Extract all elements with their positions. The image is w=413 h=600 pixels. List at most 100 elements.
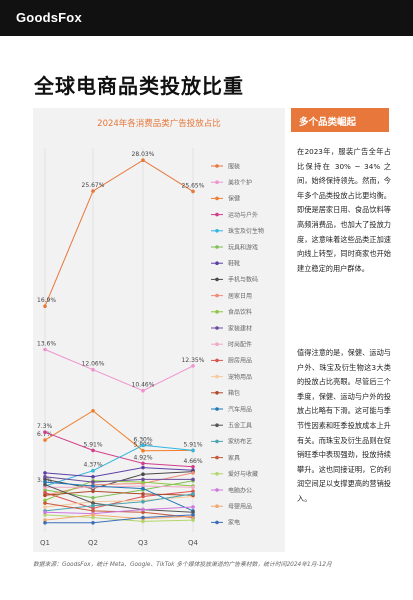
legend-label: 食品饮料	[228, 308, 252, 316]
data-point	[141, 519, 145, 524]
data-point	[43, 480, 47, 484]
data-point	[91, 521, 95, 525]
legend-label: 服装	[228, 162, 240, 170]
data-point	[141, 388, 145, 393]
legend-swatch-dot	[215, 277, 219, 282]
data-point	[141, 500, 145, 504]
legend-swatch-dot	[215, 196, 219, 201]
data-point	[91, 506, 95, 511]
data-point	[191, 492, 195, 496]
data-point	[191, 513, 195, 517]
data-label: 4.92%	[133, 454, 152, 461]
series-line-4	[44, 444, 194, 487]
series-line-8	[44, 472, 194, 496]
x-tick-label: Q2	[88, 539, 98, 547]
data-point	[91, 448, 95, 453]
section-header-label: 多个品类崛起	[299, 117, 357, 128]
legend-swatch-dot	[215, 488, 219, 492]
legend-label: 美妆个护	[228, 179, 252, 187]
data-label: 6.30%	[133, 436, 152, 443]
legend-label: 宠物用品	[228, 373, 252, 381]
data-label: 25.67%	[82, 182, 105, 189]
line-chart: Q1 Q2 Q3 Q4 16.9% 25.67% 28.03% 25.65% 13.6% 12.0…	[37, 148, 264, 547]
legend-label: 运动与户外	[228, 211, 258, 219]
legend-label: 爱好与收藏	[228, 470, 258, 478]
data-point	[43, 482, 47, 487]
data-point	[141, 158, 145, 162]
legend-swatch-dot	[215, 261, 219, 265]
data-point	[141, 472, 145, 477]
data-point	[141, 484, 145, 488]
legend-swatch-dot	[215, 407, 219, 411]
series-line-3	[44, 431, 194, 468]
data-point	[141, 507, 145, 512]
data-label: 25.65%	[182, 182, 205, 189]
legend-swatch-dot	[215, 472, 219, 476]
series-line-22	[45, 514, 194, 524]
series-line-1	[44, 349, 194, 392]
series-line-20	[44, 506, 194, 515]
series-line-7	[44, 471, 194, 490]
series-line-19	[44, 514, 194, 522]
footnote: 数据来源：GoodsFox，统计 Meta、Google、TikTok 多个媒体…	[33, 562, 332, 568]
legend-swatch-dot	[215, 374, 219, 379]
brand-logo: GoodsFox	[16, 10, 82, 25]
data-point	[43, 490, 47, 495]
data-label: 10.46%	[132, 382, 155, 389]
series-line-12	[44, 490, 194, 509]
data-point	[91, 489, 95, 494]
series-line-0	[44, 159, 194, 307]
series-line-14	[44, 490, 194, 496]
series-line-21	[44, 514, 194, 521]
data-label: 6.7%	[37, 431, 53, 438]
data-point	[43, 488, 47, 492]
data-point	[141, 492, 145, 496]
legend-label: 五金工具	[228, 422, 252, 430]
data-point	[141, 515, 145, 520]
legend-swatch-dot	[215, 342, 219, 346]
legend-swatch-dot	[215, 520, 219, 525]
data-point	[43, 518, 47, 522]
legend-label: 居家日用	[228, 292, 252, 300]
legend-swatch-dot	[215, 326, 219, 330]
data-label: 13.6%	[37, 341, 56, 348]
data-point	[91, 484, 95, 488]
data-point	[141, 461, 145, 466]
data-label: 4.37%	[83, 462, 102, 469]
data-point	[43, 513, 47, 517]
legend-swatch-dot	[215, 504, 219, 509]
data-point	[91, 475, 95, 479]
data-point	[141, 494, 145, 499]
series-line-13	[44, 496, 194, 508]
legend-label: 汽车用品	[228, 405, 252, 413]
x-tick-label: Q3	[138, 539, 148, 547]
legend-label: 家装建材	[228, 324, 252, 332]
x-tick-label: Q1	[40, 539, 50, 547]
data-point	[141, 448, 145, 453]
data-point	[141, 477, 145, 482]
data-point	[191, 465, 195, 469]
data-point	[191, 189, 195, 194]
legend-label: 鞋靴	[228, 260, 240, 268]
series-line-18	[44, 502, 194, 518]
data-point	[91, 189, 95, 193]
legend-swatch-dot	[215, 439, 219, 444]
legend-swatch-dot	[215, 391, 219, 395]
legend-label: 手机与数码	[228, 276, 258, 284]
legend-swatch-dot	[215, 245, 219, 249]
data-point	[91, 496, 95, 500]
data-point	[43, 438, 47, 442]
data-point	[141, 465, 145, 470]
legend-label: 家具	[228, 454, 240, 462]
series-line-16	[44, 484, 194, 513]
legend-label: 母婴用品	[228, 504, 252, 511]
series-line-17	[44, 493, 194, 512]
data-label: 28.03%	[132, 151, 155, 158]
data-point	[191, 471, 195, 475]
data-point	[43, 510, 47, 515]
data-label: 16.9%	[37, 297, 56, 304]
data-label: 12.35%	[182, 357, 205, 364]
data-point	[91, 503, 95, 508]
x-tick-label: Q4	[188, 539, 199, 547]
top-bar: GoodsFox	[0, 0, 413, 36]
